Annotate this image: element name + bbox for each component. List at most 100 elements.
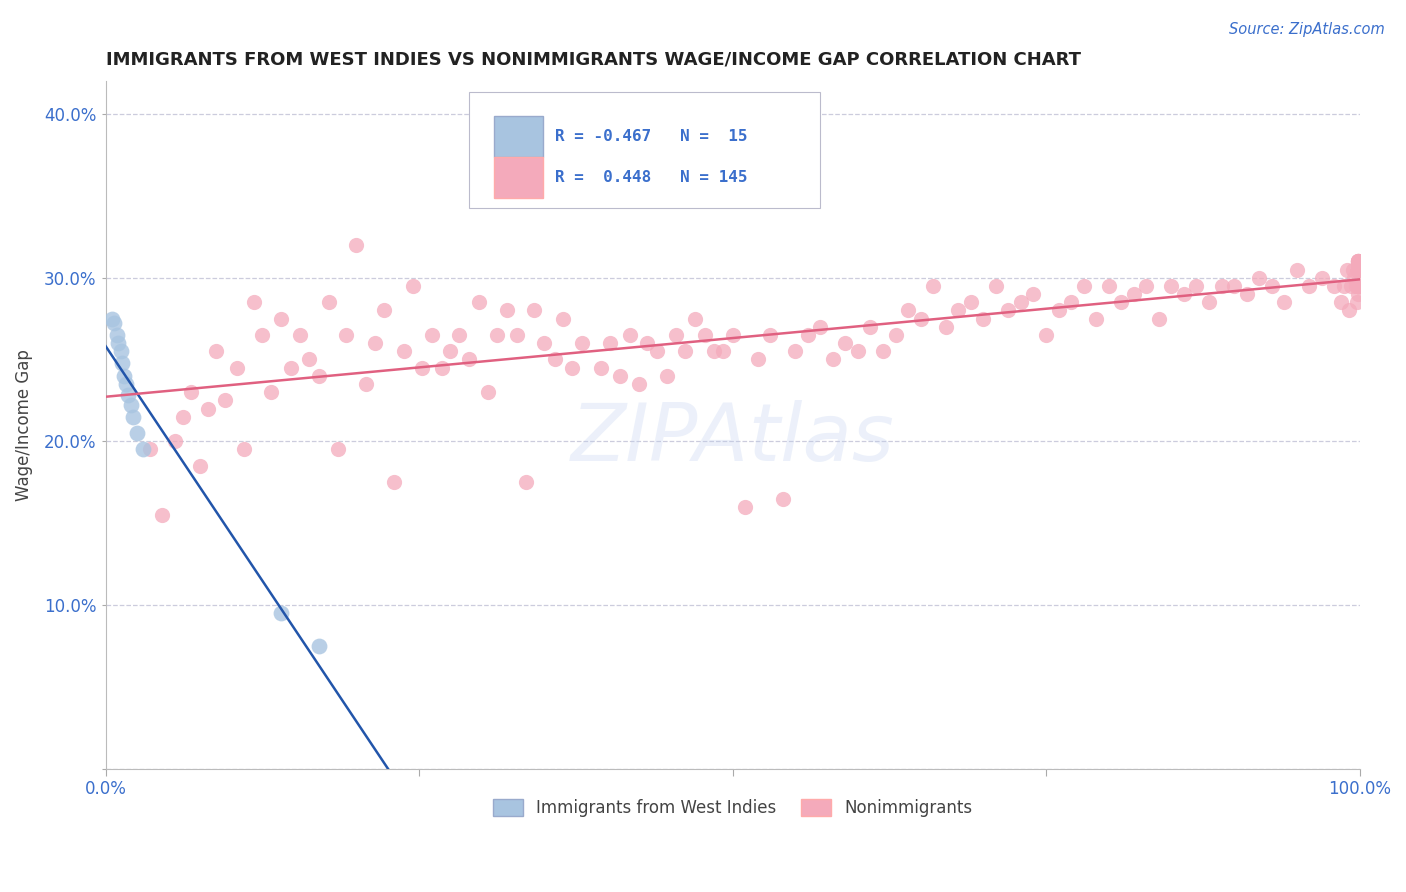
Point <box>543 352 565 367</box>
Point <box>163 434 186 449</box>
Point <box>1211 278 1233 293</box>
Point <box>721 328 744 343</box>
Point <box>1060 295 1083 310</box>
Point <box>122 409 145 424</box>
Point <box>270 311 292 326</box>
Point <box>214 393 236 408</box>
Point <box>734 500 756 514</box>
Point <box>1198 295 1220 310</box>
Point <box>232 442 254 457</box>
Point <box>1073 278 1095 293</box>
Point <box>1010 295 1032 310</box>
Text: R = -0.467   N =  15: R = -0.467 N = 15 <box>554 128 747 144</box>
Point <box>110 344 132 359</box>
Point <box>1347 254 1369 268</box>
Point <box>411 360 433 375</box>
Point <box>373 303 395 318</box>
Point <box>665 328 688 343</box>
Point <box>138 442 160 457</box>
Point <box>657 368 679 383</box>
Point <box>772 491 794 506</box>
Point <box>1098 278 1121 293</box>
Point <box>1347 262 1369 277</box>
Point <box>364 336 387 351</box>
Point <box>1347 278 1369 293</box>
Point <box>1236 287 1258 301</box>
Point <box>280 360 302 375</box>
Point <box>1344 278 1367 293</box>
Point <box>693 328 716 343</box>
Point <box>922 278 945 293</box>
Point <box>1122 287 1144 301</box>
Point <box>288 328 311 343</box>
Point <box>105 328 128 343</box>
Point <box>647 344 669 359</box>
Point <box>1285 262 1308 277</box>
Point <box>197 401 219 416</box>
Point <box>1147 311 1170 326</box>
Point <box>910 311 932 326</box>
Point <box>1160 278 1182 293</box>
Point <box>821 352 844 367</box>
Point <box>111 356 134 370</box>
Point <box>1347 287 1369 301</box>
Point <box>335 328 357 343</box>
Point <box>382 475 405 490</box>
Legend: Immigrants from West Indies, Nonimmigrants: Immigrants from West Indies, Nonimmigran… <box>486 792 979 823</box>
Point <box>1347 278 1369 293</box>
Point <box>458 352 481 367</box>
Point <box>533 336 555 351</box>
Point <box>1343 270 1365 285</box>
Point <box>1310 270 1333 285</box>
Point <box>1135 278 1157 293</box>
Point <box>1336 262 1358 277</box>
Point <box>1347 254 1369 268</box>
Point <box>1272 295 1295 310</box>
Point <box>1347 278 1369 293</box>
Point <box>1347 278 1369 293</box>
Point <box>392 344 415 359</box>
Point <box>1330 295 1353 310</box>
Point <box>1347 262 1369 277</box>
Point <box>114 368 136 383</box>
Point <box>356 377 378 392</box>
Point <box>260 385 283 400</box>
Point <box>959 295 981 310</box>
Point <box>935 319 957 334</box>
Point <box>252 328 274 343</box>
Point <box>759 328 782 343</box>
FancyBboxPatch shape <box>470 92 820 209</box>
Point <box>172 409 194 424</box>
Point <box>1035 328 1057 343</box>
Point <box>797 328 820 343</box>
Point <box>711 344 734 359</box>
Point <box>1185 278 1208 293</box>
Point <box>1347 262 1369 277</box>
Point <box>1333 278 1355 293</box>
Point <box>571 336 593 351</box>
Point <box>496 303 519 318</box>
Y-axis label: Wage/Income Gap: Wage/Income Gap <box>15 349 32 501</box>
Point <box>599 336 621 351</box>
Point <box>972 311 994 326</box>
Point <box>506 328 529 343</box>
Point <box>150 508 173 522</box>
Point <box>984 278 1007 293</box>
Point <box>270 606 292 620</box>
Point <box>101 311 124 326</box>
Point <box>859 319 882 334</box>
Point <box>1341 262 1364 277</box>
Point <box>1347 254 1369 268</box>
Point <box>703 344 725 359</box>
Point <box>609 368 631 383</box>
Point <box>114 377 136 392</box>
Point <box>430 360 453 375</box>
Point <box>226 360 249 375</box>
Point <box>449 328 471 343</box>
Point <box>1347 254 1369 268</box>
Point <box>1347 262 1369 277</box>
Point <box>581 189 603 203</box>
Point <box>948 303 970 318</box>
Point <box>1022 287 1045 301</box>
Point <box>107 336 129 351</box>
